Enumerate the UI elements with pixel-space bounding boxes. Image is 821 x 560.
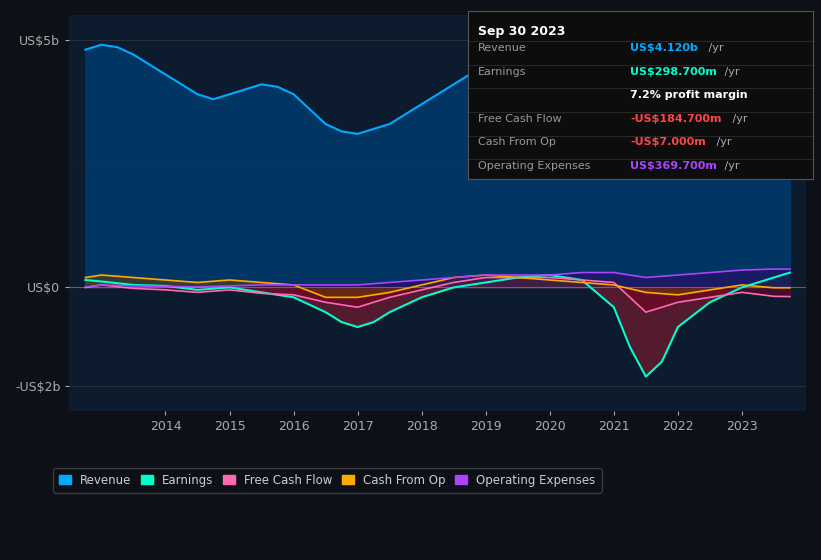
Text: -US$184.700m: -US$184.700m — [630, 114, 722, 124]
Text: Cash From Op: Cash From Op — [479, 137, 556, 147]
Text: Revenue: Revenue — [479, 43, 527, 53]
Text: Operating Expenses: Operating Expenses — [479, 161, 590, 171]
Text: Free Cash Flow: Free Cash Flow — [479, 114, 562, 124]
Text: US$4.120b: US$4.120b — [630, 43, 698, 53]
Legend: Revenue, Earnings, Free Cash Flow, Cash From Op, Operating Expenses: Revenue, Earnings, Free Cash Flow, Cash … — [53, 468, 602, 492]
Text: US$298.700m: US$298.700m — [630, 67, 717, 77]
Text: Earnings: Earnings — [479, 67, 527, 77]
Text: /yr: /yr — [704, 43, 723, 53]
Text: -US$7.000m: -US$7.000m — [630, 137, 706, 147]
Text: US$369.700m: US$369.700m — [630, 161, 717, 171]
Text: 7.2% profit margin: 7.2% profit margin — [630, 90, 748, 100]
Text: /yr: /yr — [713, 137, 732, 147]
Text: /yr: /yr — [721, 161, 740, 171]
Text: /yr: /yr — [721, 67, 740, 77]
Text: /yr: /yr — [729, 114, 748, 124]
Text: Sep 30 2023: Sep 30 2023 — [479, 25, 566, 38]
